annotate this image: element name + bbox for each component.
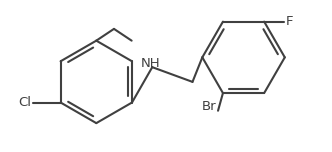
Text: NH: NH <box>140 57 160 70</box>
Text: F: F <box>286 15 293 28</box>
Text: Cl: Cl <box>18 96 31 109</box>
Text: Br: Br <box>202 100 216 113</box>
